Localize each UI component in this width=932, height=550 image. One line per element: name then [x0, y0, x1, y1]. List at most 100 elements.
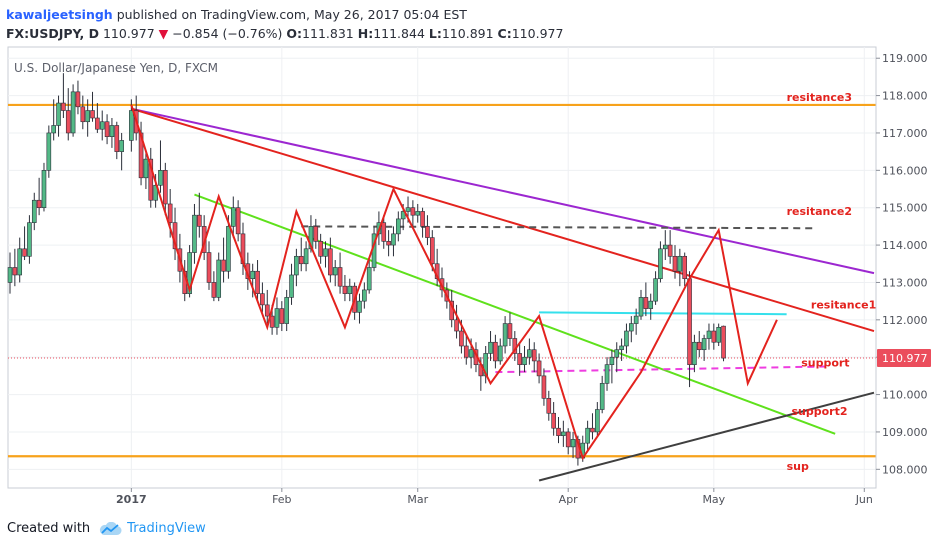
- candle: [192, 214, 197, 253]
- candle: [531, 349, 537, 362]
- tradingview-label[interactable]: TradingView: [127, 521, 206, 536]
- candle: [279, 308, 285, 324]
- candle: [313, 226, 319, 242]
- symbol-label[interactable]: FX:USDJPY, D: [6, 26, 99, 41]
- candle: [522, 356, 527, 365]
- candle: [561, 431, 566, 436]
- candle: [294, 255, 299, 276]
- y-tick-label: 112.000: [882, 314, 928, 327]
- y-tick-label: 115.000: [882, 202, 928, 215]
- annotation-support2: support2: [791, 405, 847, 418]
- y-tick-label: 109.000: [882, 426, 928, 439]
- x-tick-label-Mar: Mar: [407, 493, 428, 506]
- candle: [109, 125, 115, 137]
- candle: [405, 207, 411, 212]
- candle: [599, 383, 605, 410]
- candle: [672, 255, 678, 272]
- candle: [46, 132, 52, 171]
- candle: [61, 102, 66, 111]
- candle: [129, 110, 134, 141]
- candle: [687, 278, 692, 365]
- candle: [318, 241, 323, 257]
- low-label: L:: [428, 26, 442, 41]
- candle: [590, 427, 595, 433]
- tradingview-brand[interactable]: TradingView: [98, 521, 206, 536]
- candle: [347, 285, 353, 294]
- candle: [546, 398, 552, 414]
- candle: [99, 121, 105, 130]
- candle: [7, 267, 13, 283]
- candle: [658, 248, 663, 280]
- candle: [643, 297, 649, 309]
- candle: [167, 203, 173, 223]
- candle: [260, 293, 265, 306]
- candle: [298, 255, 304, 265]
- candle: [328, 248, 333, 276]
- candle: [667, 244, 673, 257]
- candle: [468, 349, 474, 358]
- candle: [459, 330, 464, 347]
- candle: [366, 267, 372, 291]
- y-tick-label: 119.000: [882, 52, 928, 65]
- candle: [396, 218, 401, 235]
- candle: [653, 278, 658, 302]
- candle: [226, 226, 231, 272]
- candle: [119, 140, 124, 152]
- candle: [391, 233, 396, 246]
- candle: [507, 323, 513, 339]
- candle: [541, 375, 547, 399]
- candle: [342, 285, 348, 294]
- candle: [536, 360, 542, 377]
- gray-dashed: [301, 225, 816, 230]
- candle: [692, 341, 697, 365]
- candle: [619, 345, 624, 351]
- candle: [163, 170, 168, 205]
- y-tick-label: 110.000: [882, 389, 928, 402]
- open-value: 111.831: [302, 26, 354, 41]
- high-label: H:: [357, 26, 374, 41]
- candle: [527, 349, 532, 358]
- green-trendline: [194, 193, 836, 435]
- annotation-sup: sup: [787, 460, 809, 473]
- candle: [22, 248, 27, 257]
- candle: [706, 330, 712, 339]
- candle: [31, 199, 37, 223]
- candle: [386, 241, 391, 246]
- candle: [551, 412, 556, 429]
- purple-trendline: [131, 107, 875, 275]
- candle: [629, 323, 634, 332]
- black-trendline: [538, 391, 875, 482]
- candle: [614, 349, 620, 358]
- candle: [454, 319, 459, 332]
- candle: [415, 211, 421, 216]
- x-tick-label-2017: 2017: [116, 493, 147, 506]
- candle: [41, 170, 47, 209]
- annotation-resitance2: resitance2: [787, 205, 852, 218]
- candle: [556, 427, 561, 436]
- candle: [410, 207, 416, 216]
- author-link[interactable]: kawaljeetsingh: [6, 7, 113, 22]
- candle: [269, 315, 275, 328]
- x-tick-label-May: May: [702, 493, 725, 506]
- candle: [114, 125, 120, 152]
- candle: [662, 244, 668, 250]
- candle: [323, 248, 328, 257]
- candle: [85, 110, 90, 123]
- candle: [250, 270, 255, 280]
- close-value: 110.977: [511, 26, 564, 41]
- candle: [80, 106, 86, 123]
- candle: [308, 226, 314, 250]
- candle: [158, 170, 163, 186]
- candle: [716, 326, 721, 343]
- candle: [483, 353, 488, 377]
- price-tag-label: 110.977: [882, 352, 928, 365]
- x-tick-label-Jun: Jun: [855, 493, 873, 506]
- cyan-line: [539, 311, 787, 316]
- candle: [12, 267, 18, 276]
- annotation-resitance3: resitance3: [787, 91, 852, 104]
- y-tick-label: 117.000: [882, 127, 928, 140]
- candle: [400, 211, 406, 220]
- candle: [648, 300, 654, 309]
- candle: [517, 353, 522, 365]
